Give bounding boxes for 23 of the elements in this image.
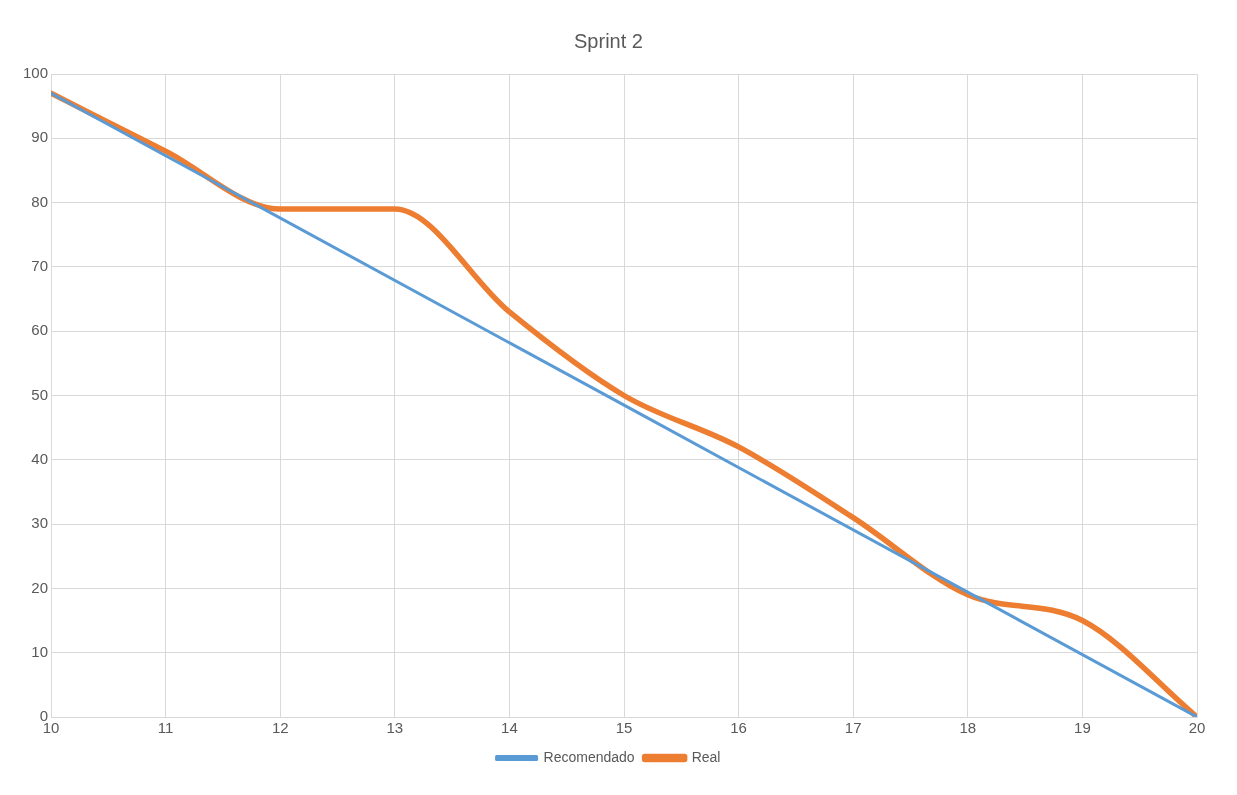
- x-tick-label: 19: [1074, 719, 1091, 737]
- y-tick-label: 100: [23, 64, 49, 82]
- x-tick-label: 15: [615, 719, 633, 737]
- y-tick-label: 80: [31, 192, 49, 210]
- chart-title: Sprint 2: [574, 29, 643, 52]
- y-tick-label: 40: [31, 449, 49, 467]
- x-tick-label: 16: [730, 719, 747, 737]
- x-tick-label: 17: [844, 719, 862, 737]
- y-tick-label: 20: [31, 578, 49, 596]
- y-tick-label: 90: [31, 128, 49, 146]
- y-tick-label: 70: [31, 257, 49, 275]
- x-tick-label: 18: [959, 719, 977, 737]
- y-tick-label: 30: [31, 514, 49, 532]
- y-tick-label: 50: [31, 385, 49, 403]
- legend-label: Recomendado: [543, 748, 635, 765]
- x-tick-label: 20: [1188, 719, 1206, 737]
- y-tick-label: 60: [31, 321, 49, 339]
- x-tick-label: 14: [501, 719, 518, 737]
- x-tick-label: 12: [271, 719, 289, 737]
- legend-label: Real: [691, 748, 721, 765]
- x-tick-label: 13: [386, 719, 404, 737]
- y-tick-label: 10: [31, 642, 49, 660]
- x-tick-label: 11: [157, 719, 174, 737]
